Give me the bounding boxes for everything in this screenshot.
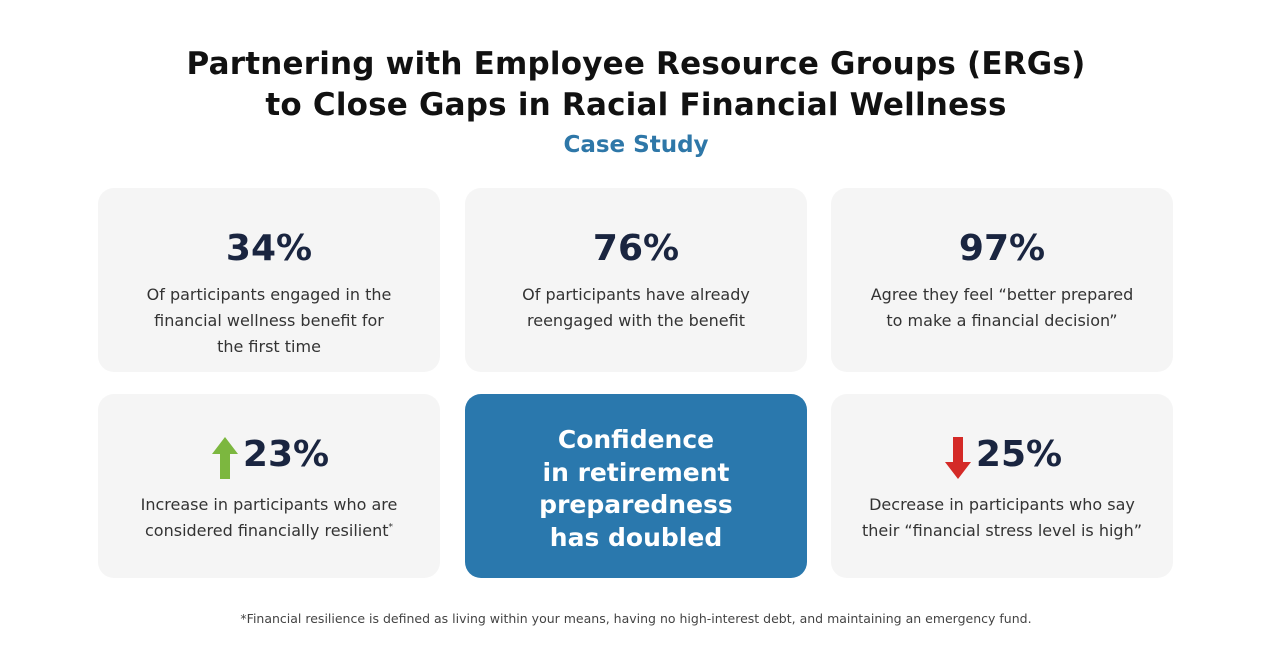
highlight-text: in retirement bbox=[542, 457, 730, 487]
stat-value: 76% bbox=[592, 228, 680, 269]
subtitle: Case Study bbox=[563, 132, 709, 158]
stat-card: 23% Increase in participants who are consi… bbox=[98, 394, 440, 578]
stat-description: Of participants have already bbox=[522, 285, 750, 304]
stat-value: 23% bbox=[242, 434, 330, 475]
arrow-shape bbox=[945, 437, 971, 479]
stat-description: Agree they feel “better prepared bbox=[870, 285, 1134, 304]
stat-description: the first time bbox=[217, 337, 321, 356]
stat-description: Of participants engaged in the bbox=[146, 285, 392, 304]
stat-value: 25% bbox=[975, 434, 1063, 475]
highlight-text: has doubled bbox=[549, 522, 723, 552]
arrow-down bbox=[945, 437, 971, 479]
stat-card: 97% Agree they feel “better prepared to ma… bbox=[831, 188, 1173, 372]
stat-description: Decrease in participants who say bbox=[869, 495, 1135, 514]
stat-value: 34% bbox=[225, 228, 313, 269]
title: to Close Gaps in Racial Financial Wellne… bbox=[265, 87, 1007, 123]
stat-card: 76% Of participants have already reengaged… bbox=[465, 188, 807, 372]
stat-card: Confidence in retirement preparedness has d… bbox=[465, 394, 807, 578]
stat-card: 34% Of participants engaged in the financi… bbox=[98, 188, 440, 372]
highlight-text: Confidence bbox=[557, 425, 715, 454]
footnote-marker: * bbox=[388, 522, 393, 533]
highlight-text: preparedness bbox=[539, 490, 733, 519]
title: Partnering with Employee Resource Groups… bbox=[186, 46, 1086, 82]
stat-description: Increase in participants who are bbox=[140, 495, 398, 514]
footnote: *Financial resilience is defined as livi… bbox=[240, 611, 1032, 626]
arrow-shape bbox=[212, 437, 238, 479]
stat-description: to make a financial decision” bbox=[886, 311, 1118, 330]
stat-card: 25% Decrease in participants who say their… bbox=[831, 394, 1173, 578]
arrow-up bbox=[212, 437, 238, 479]
stat-value: 97% bbox=[958, 228, 1046, 269]
stat-description: financial wellness benefit for bbox=[154, 311, 384, 330]
stat-description: considered financially resilient* bbox=[145, 521, 393, 540]
stat-description: reengaged with the benefit bbox=[527, 311, 745, 330]
stat-description: their “financial stress level is high” bbox=[861, 521, 1142, 540]
